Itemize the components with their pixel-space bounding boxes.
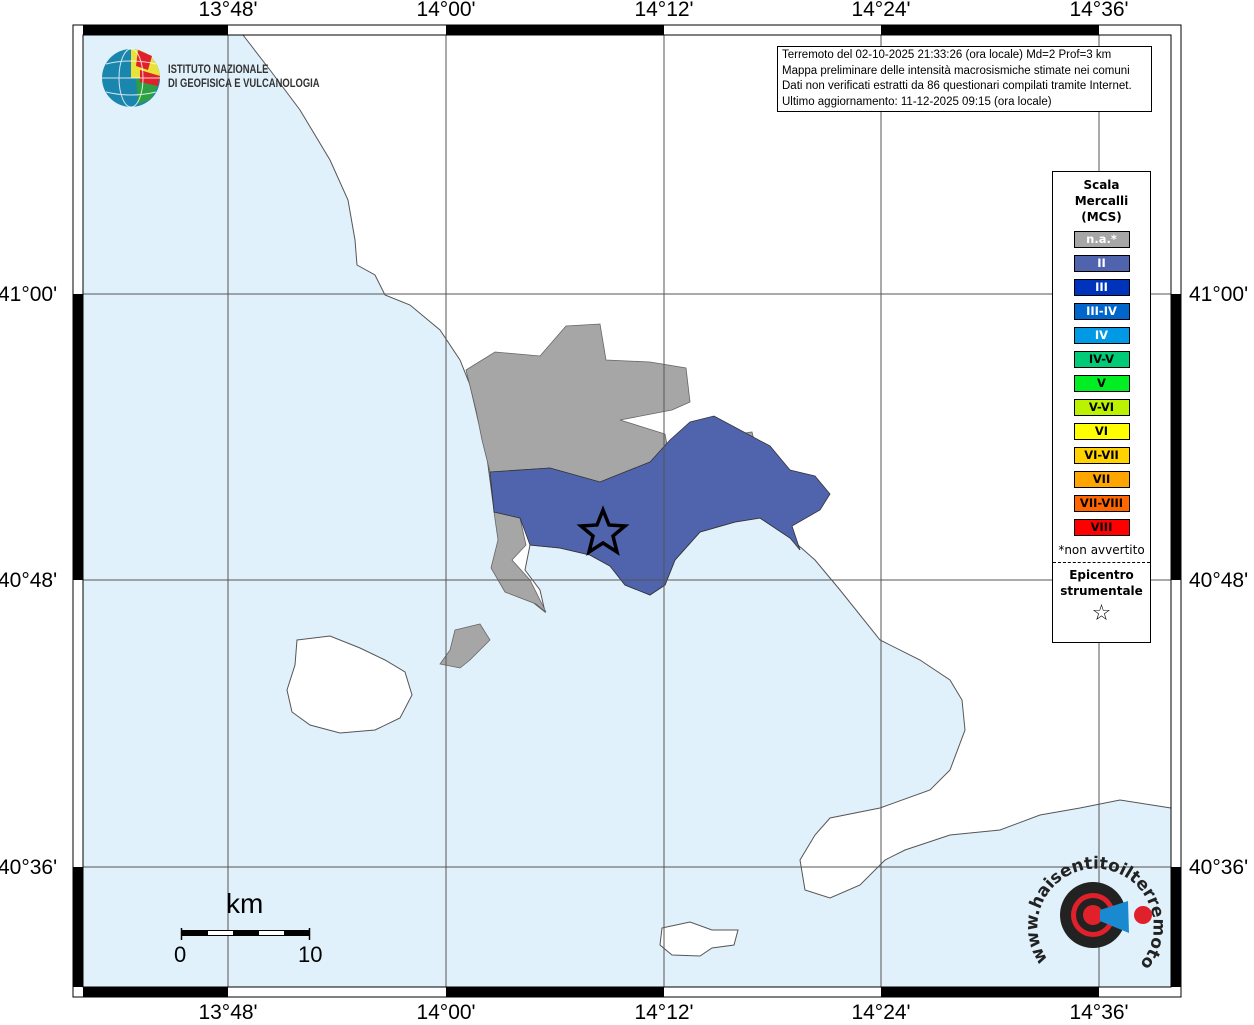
legend-swatch: V (1073, 375, 1130, 392)
ingv-logo-text: ISTITUTO NAZIONALE DI GEOFISICA E VULCAN… (168, 63, 320, 91)
epicenter-legend-star-icon: ☆ (1091, 601, 1112, 626)
event-info-box: Terremoto del 02-10-2025 21:33:26 (ora l… (777, 46, 1152, 112)
lon-tick-top: 13°48' (198, 0, 258, 21)
region-not-felt-pozzuoli (490, 511, 547, 613)
legend-swatch: IV (1073, 327, 1130, 344)
legend-swatch: V-VI (1073, 399, 1130, 416)
legend-title-line: (MCS) (1081, 210, 1122, 224)
frame-bars (73, 25, 1181, 997)
lat-tick-left: 40°36' (0, 856, 58, 879)
legend-swatch: VI (1073, 423, 1130, 440)
last-update: Ultimo aggiornamento: 11-12-2025 09:15 (… (782, 95, 1052, 108)
ingv-logo-icon (102, 48, 160, 108)
lat-tick-left: 40°48' (0, 569, 58, 592)
lat-tick-right: 41°00' (1189, 283, 1249, 306)
epicenter-star-icon (576, 505, 630, 556)
event-summary: Terremoto del 02-10-2025 21:33:26 (ora l… (782, 49, 1112, 61)
capri-island (659, 921, 739, 957)
lon-tick-top: 14°36' (1069, 0, 1129, 21)
hsit-logo-url: www.haisentitoilterremoto.it (1028, 850, 1168, 973)
lon-tick-top: 14°24' (851, 0, 911, 21)
legend-swatch: IV-V (1073, 351, 1130, 368)
legend-swatch: II (1073, 255, 1130, 272)
epicenter-label-line: strumentale (1060, 584, 1143, 598)
map-description: Mappa preliminare delle intensità macros… (782, 64, 1130, 77)
lon-tick-top: 14°00' (416, 0, 476, 21)
lon-tick-bottom: 14°36' (1069, 1001, 1129, 1024)
ingv-line2: DI GEOFISICA E VULCANOLOGIA (168, 78, 320, 90)
legend-swatch: VII-VIII (1073, 495, 1130, 512)
scale-bar (180, 928, 311, 940)
legend-note: *non avvertito (1058, 543, 1145, 557)
legend-swatch: III (1073, 279, 1130, 296)
legend-title-line: Mercalli (1074, 194, 1129, 208)
scale-unit: km (226, 888, 264, 919)
legend-divider (1053, 562, 1150, 563)
legend-swatch: III-IV (1073, 303, 1130, 320)
mcs-legend: Scala Mercalli (MCS) n.a.* II III III-IV IV I… (1052, 171, 1151, 643)
lon-tick-bottom: 14°12' (634, 1001, 694, 1024)
data-source-note: Dati non verificati estratti da 86 quest… (782, 80, 1132, 92)
scale-start: 0 (174, 942, 187, 967)
epicenter-label: Epicentro strumentale (1053, 567, 1150, 599)
scale-end: 10 (298, 942, 323, 967)
lon-tick-bottom: 14°24' (851, 1001, 911, 1024)
legend-swatch: VIII (1073, 519, 1130, 536)
lat-tick-left: 41°00' (0, 283, 58, 306)
legend-title-line: Scala (1083, 178, 1120, 192)
svg-text:www.haisentitoilterremoto.it: www.haisentitoilterremoto.it (1028, 850, 1168, 973)
epicenter-label-line: Epicentro (1069, 568, 1134, 582)
region-intensity-II (489, 415, 831, 596)
legend-swatch: n.a.* (1073, 231, 1130, 248)
ischia-island (286, 635, 413, 734)
lon-tick-bottom: 13°48' (198, 1001, 258, 1024)
region-not-felt-procida (439, 623, 491, 669)
legend-swatch: VII (1073, 471, 1130, 488)
legend-swatch: VI-VII (1073, 447, 1130, 464)
lat-tick-right: 40°48' (1189, 569, 1249, 592)
lon-tick-top: 14°12' (634, 0, 694, 21)
lat-tick-right: 40°36' (1189, 856, 1249, 879)
ingv-line1: ISTITUTO NAZIONALE (168, 64, 269, 76)
lon-tick-bottom: 14°00' (416, 1001, 476, 1024)
hsit-logo-icon (1060, 882, 1152, 948)
legend-title: Scala Mercalli (MCS) (1053, 177, 1150, 225)
hsit-logo-text: www.haisentitoilterremoto.it (1028, 850, 1168, 973)
